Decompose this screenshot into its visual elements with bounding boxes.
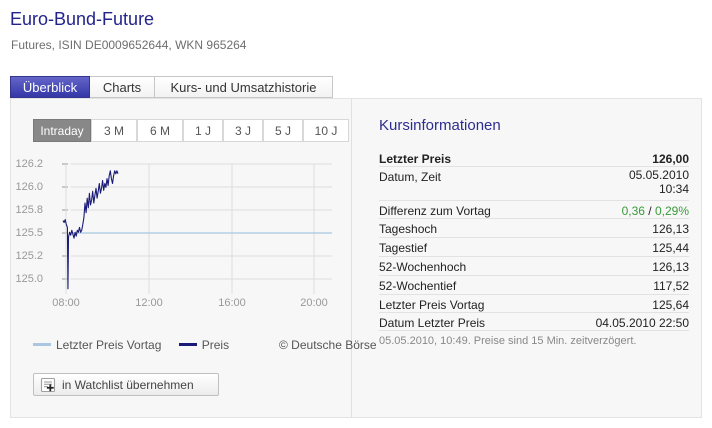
svg-text:125.5: 125.5	[15, 227, 43, 239]
svg-text:126.2: 126.2	[15, 158, 43, 170]
svg-text:12:00: 12:00	[135, 297, 163, 309]
svg-text:20:00: 20:00	[300, 297, 328, 309]
svg-text:16:00: 16:00	[218, 297, 246, 309]
svg-text:126.0: 126.0	[15, 181, 43, 193]
svg-text:125.8: 125.8	[15, 204, 43, 216]
svg-text:08:00: 08:00	[52, 297, 80, 309]
svg-text:125.0: 125.0	[15, 273, 43, 285]
svg-text:125.2: 125.2	[15, 250, 43, 262]
